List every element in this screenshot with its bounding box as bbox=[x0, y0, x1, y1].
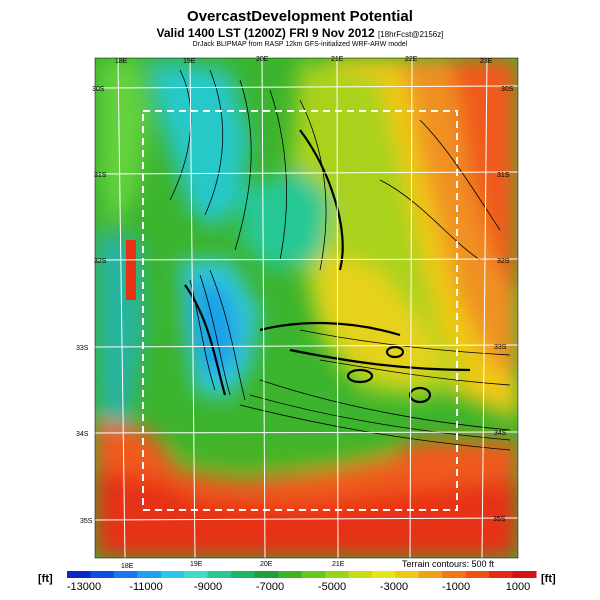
lon-label-top: 19E bbox=[183, 58, 196, 65]
colorbar-unit-left: [ft] bbox=[38, 573, 53, 585]
lon-label-top: 18E bbox=[115, 58, 128, 65]
lon-label-bottom: 21E bbox=[332, 561, 345, 568]
grid-lines bbox=[95, 58, 518, 558]
lat-label-right: 35S bbox=[493, 516, 506, 523]
lon-label-bottom: 20E bbox=[260, 561, 273, 568]
lon-label-top: 23E bbox=[480, 58, 493, 65]
lat-label-right: 34S bbox=[494, 430, 507, 437]
lat-label-right: 30S bbox=[501, 86, 514, 93]
lat-label-right: 32S bbox=[497, 258, 510, 265]
lat-label-left: 34S bbox=[76, 431, 89, 438]
lon-label-bottom: 18E bbox=[121, 563, 134, 570]
lat-label-left: 30S bbox=[92, 86, 105, 93]
lon-label-top: 21E bbox=[331, 56, 344, 63]
lat-label-left: 31S bbox=[94, 172, 107, 179]
map-title: OvercastDevelopment Potential bbox=[187, 8, 413, 25]
forecast-tag: [18hrFcst@2156z] bbox=[377, 30, 444, 39]
inner-domain-box bbox=[142, 110, 458, 511]
valid-time: Valid 1400 LST (1200Z) FRI 9 Nov 2012 bbox=[156, 26, 375, 40]
source-line: DrJack BLIPMAP from RASP 12km GFS-initia… bbox=[192, 41, 408, 48]
lat-label-right: 31S bbox=[497, 172, 510, 179]
lat-label-left: 33S bbox=[76, 345, 89, 352]
terrain-contours-note: Terrain contours: 500 ft bbox=[402, 559, 495, 569]
lat-label-left: 32S bbox=[94, 258, 107, 265]
lat-label-right: 33S bbox=[494, 344, 507, 351]
lat-label-left: 35S bbox=[80, 518, 93, 525]
lon-label-bottom: 19E bbox=[190, 561, 203, 568]
lon-label-top: 20E bbox=[256, 56, 269, 63]
field-layer bbox=[95, 58, 518, 558]
thick-contours bbox=[184, 129, 471, 404]
colorbar-unit-right: [ft] bbox=[541, 573, 556, 585]
map-subtitle: Valid 1400 LST (1200Z) FRI 9 Nov 2012 [1… bbox=[0, 26, 600, 40]
lon-label-top: 22E bbox=[405, 56, 418, 63]
